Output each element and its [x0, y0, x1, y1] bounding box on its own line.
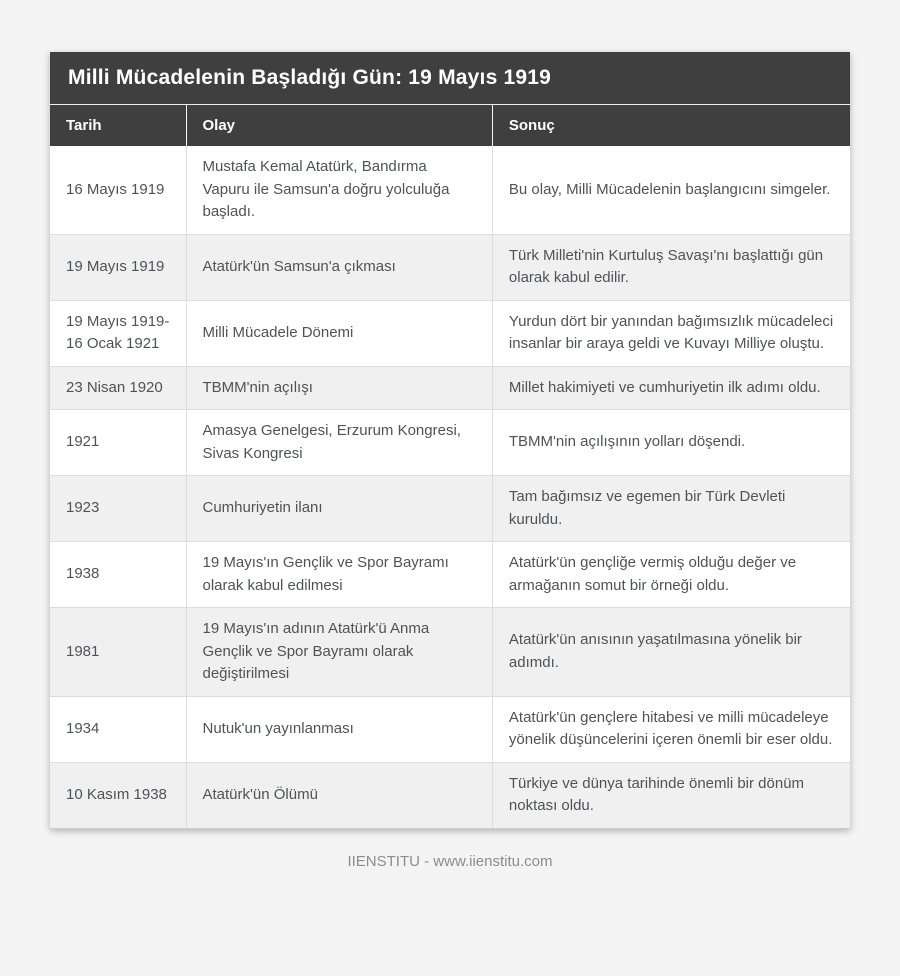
cell-sonuc: TBMM'nin açılışının yolları döşendi.: [491, 409, 850, 476]
column-header-sonuc: Sonuç: [491, 105, 850, 146]
header-row: Tarih Olay Sonuç: [50, 105, 850, 146]
cell-tarih: 1981: [50, 607, 186, 696]
cell-olay: 19 Mayıs'ın Gençlik ve Spor Bayramı olar…: [185, 541, 493, 608]
table-row: 10 Kasım 1938 Atatürk'ün Ölümü Türkiye v…: [50, 761, 850, 829]
cell-olay: Atatürk'ün Samsun'a çıkması: [185, 233, 493, 300]
cell-tarih: 1934: [50, 695, 186, 762]
cell-sonuc: Tam bağımsız ve egemen bir Türk Devleti …: [491, 475, 850, 542]
cell-tarih: 1921: [50, 409, 186, 476]
timeline-table: Tarih Olay Sonuç 16 Mayıs 1919 Mustafa K…: [50, 105, 850, 829]
cell-sonuc: Türkiye ve dünya tarihinde önemli bir dö…: [491, 761, 850, 829]
column-header-olay: Olay: [185, 105, 493, 146]
footer-branding: IIENSTITU - www.iienstitu.com: [347, 852, 553, 870]
table-row: 1921 Amasya Genelgesi, Erzurum Kongresi,…: [50, 409, 850, 476]
table-row: 16 Mayıs 1919 Mustafa Kemal Atatürk, Ban…: [50, 146, 850, 234]
table-row: 1938 19 Mayıs'ın Gençlik ve Spor Bayramı…: [50, 541, 850, 608]
cell-tarih: 19 Mayıs 1919-16 Ocak 1921: [50, 299, 186, 366]
cell-olay: Nutuk'un yayınlanması: [185, 695, 493, 762]
timeline-table-card: Milli Mücadelenin Başladığı Gün: 19 Mayı…: [50, 52, 850, 829]
cell-olay: Milli Mücadele Dönemi: [185, 299, 493, 366]
cell-tarih: 23 Nisan 1920: [50, 365, 186, 410]
cell-olay: Atatürk'ün Ölümü: [185, 761, 493, 829]
cell-sonuc: Yurdun dört bir yanından bağımsızlık müc…: [491, 299, 850, 366]
table-row: 23 Nisan 1920 TBMM'nin açılışı Millet ha…: [50, 365, 850, 410]
cell-sonuc: Atatürk'ün anısının yaşatılmasına yöneli…: [491, 607, 850, 696]
cell-olay: Mustafa Kemal Atatürk, Bandırma Vapuru i…: [185, 146, 493, 234]
page-title: Milli Mücadelenin Başladığı Gün: 19 Mayı…: [50, 52, 850, 105]
cell-olay: Amasya Genelgesi, Erzurum Kongresi, Siva…: [185, 409, 493, 476]
table-row: 1981 19 Mayıs'ın adının Atatürk'ü Anma G…: [50, 607, 850, 696]
cell-tarih: 16 Mayıs 1919: [50, 146, 186, 234]
cell-tarih: 10 Kasım 1938: [50, 761, 186, 829]
cell-sonuc: Bu olay, Milli Mücadelenin başlangıcını …: [491, 146, 850, 234]
cell-tarih: 1938: [50, 541, 186, 608]
table-header: Tarih Olay Sonuç: [50, 105, 850, 146]
table-body: 16 Mayıs 1919 Mustafa Kemal Atatürk, Ban…: [50, 146, 850, 829]
table-row: 19 Mayıs 1919 Atatürk'ün Samsun'a çıkmas…: [50, 233, 850, 300]
table-row: 19 Mayıs 1919-16 Ocak 1921 Milli Mücadel…: [50, 299, 850, 366]
table-row: 1934 Nutuk'un yayınlanması Atatürk'ün ge…: [50, 695, 850, 762]
cell-sonuc: Atatürk'ün gençliğe vermiş olduğu değer …: [491, 541, 850, 608]
page: Milli Mücadelenin Başladığı Gün: 19 Mayı…: [50, 52, 850, 870]
table-row: 1923 Cumhuriyetin ilanı Tam bağımsız ve …: [50, 475, 850, 542]
cell-olay: Cumhuriyetin ilanı: [185, 475, 493, 542]
cell-sonuc: Türk Milleti'nin Kurtuluş Savaşı'nı başl…: [491, 233, 850, 300]
cell-tarih: 1923: [50, 475, 186, 542]
cell-olay: TBMM'nin açılışı: [185, 365, 493, 410]
cell-sonuc: Millet hakimiyeti ve cumhuriyetin ilk ad…: [491, 365, 850, 410]
cell-olay: 19 Mayıs'ın adının Atatürk'ü Anma Gençli…: [185, 607, 493, 696]
cell-sonuc: Atatürk'ün gençlere hitabesi ve milli mü…: [491, 695, 850, 762]
column-header-tarih: Tarih: [50, 105, 186, 146]
cell-tarih: 19 Mayıs 1919: [50, 233, 186, 300]
